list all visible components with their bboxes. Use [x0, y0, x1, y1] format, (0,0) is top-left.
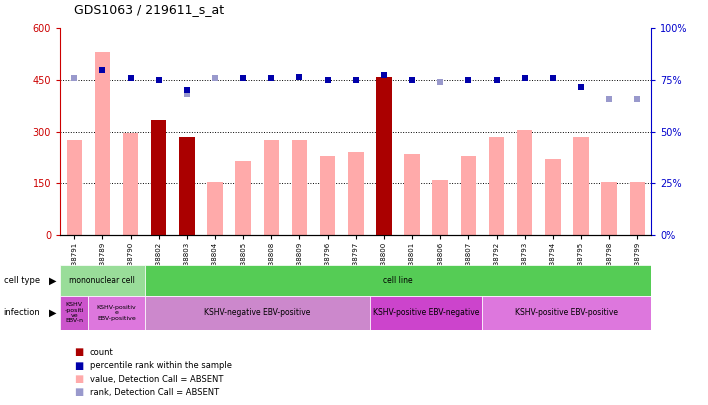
Bar — [461, 156, 476, 235]
Bar — [601, 181, 617, 235]
Bar — [348, 152, 363, 235]
Point — [632, 96, 643, 102]
Text: cell line: cell line — [383, 276, 413, 285]
Point — [97, 66, 108, 73]
Bar — [263, 140, 279, 235]
Text: ■: ■ — [74, 388, 84, 397]
Point — [322, 77, 333, 83]
Bar — [376, 77, 392, 235]
Text: ■: ■ — [74, 374, 84, 384]
Text: KSHV
-positi
ve
EBV-n: KSHV -positi ve EBV-n — [64, 302, 84, 324]
Bar — [545, 159, 561, 235]
Point — [69, 75, 80, 81]
Bar — [573, 137, 589, 235]
Point — [519, 75, 530, 81]
Bar — [517, 130, 532, 235]
Bar — [60, 296, 88, 330]
Bar — [144, 265, 651, 296]
Point — [463, 77, 474, 83]
Point — [181, 87, 193, 94]
Bar — [482, 296, 651, 330]
Text: KSHV-positive EBV-positive: KSHV-positive EBV-positive — [515, 308, 618, 318]
Text: mononuclear cell: mononuclear cell — [69, 276, 135, 285]
Text: rank, Detection Call = ABSENT: rank, Detection Call = ABSENT — [90, 388, 219, 397]
Bar — [122, 133, 138, 235]
Bar — [404, 154, 420, 235]
Text: KSHV-positive EBV-negative: KSHV-positive EBV-negative — [373, 308, 479, 318]
Bar — [179, 137, 195, 235]
Point — [153, 77, 164, 83]
Bar — [320, 156, 336, 235]
Text: ■: ■ — [74, 347, 84, 357]
Bar — [60, 265, 144, 296]
Bar — [95, 52, 110, 235]
Text: infection: infection — [4, 308, 40, 318]
Point — [491, 77, 502, 83]
Bar — [236, 161, 251, 235]
Bar — [151, 119, 166, 235]
Bar — [433, 180, 448, 235]
Point — [350, 77, 362, 83]
Point — [547, 75, 559, 81]
Bar — [629, 181, 645, 235]
Text: KSHV-negative EBV-positive: KSHV-negative EBV-positive — [204, 308, 310, 318]
Bar — [489, 137, 504, 235]
Point — [210, 75, 221, 81]
Text: value, Detection Call = ABSENT: value, Detection Call = ABSENT — [90, 375, 223, 384]
Point — [378, 72, 389, 78]
Text: ■: ■ — [74, 361, 84, 371]
Bar — [67, 140, 82, 235]
Bar — [88, 296, 144, 330]
Text: GDS1063 / 219611_s_at: GDS1063 / 219611_s_at — [74, 3, 224, 16]
Bar — [144, 296, 370, 330]
Bar — [370, 296, 482, 330]
Bar — [207, 181, 223, 235]
Bar — [292, 140, 307, 235]
Text: cell type: cell type — [4, 276, 40, 285]
Point — [181, 91, 193, 97]
Text: ▶: ▶ — [49, 275, 57, 286]
Point — [125, 75, 136, 81]
Point — [266, 75, 277, 81]
Point — [435, 79, 446, 85]
Text: ▶: ▶ — [49, 308, 57, 318]
Point — [294, 73, 305, 80]
Text: KSHV-positiv
e
EBV-positive: KSHV-positiv e EBV-positive — [96, 305, 137, 321]
Point — [406, 77, 418, 83]
Text: count: count — [90, 348, 114, 357]
Point — [576, 84, 587, 90]
Point — [603, 96, 615, 102]
Text: percentile rank within the sample: percentile rank within the sample — [90, 361, 232, 370]
Point — [237, 75, 249, 81]
Bar — [179, 175, 195, 235]
